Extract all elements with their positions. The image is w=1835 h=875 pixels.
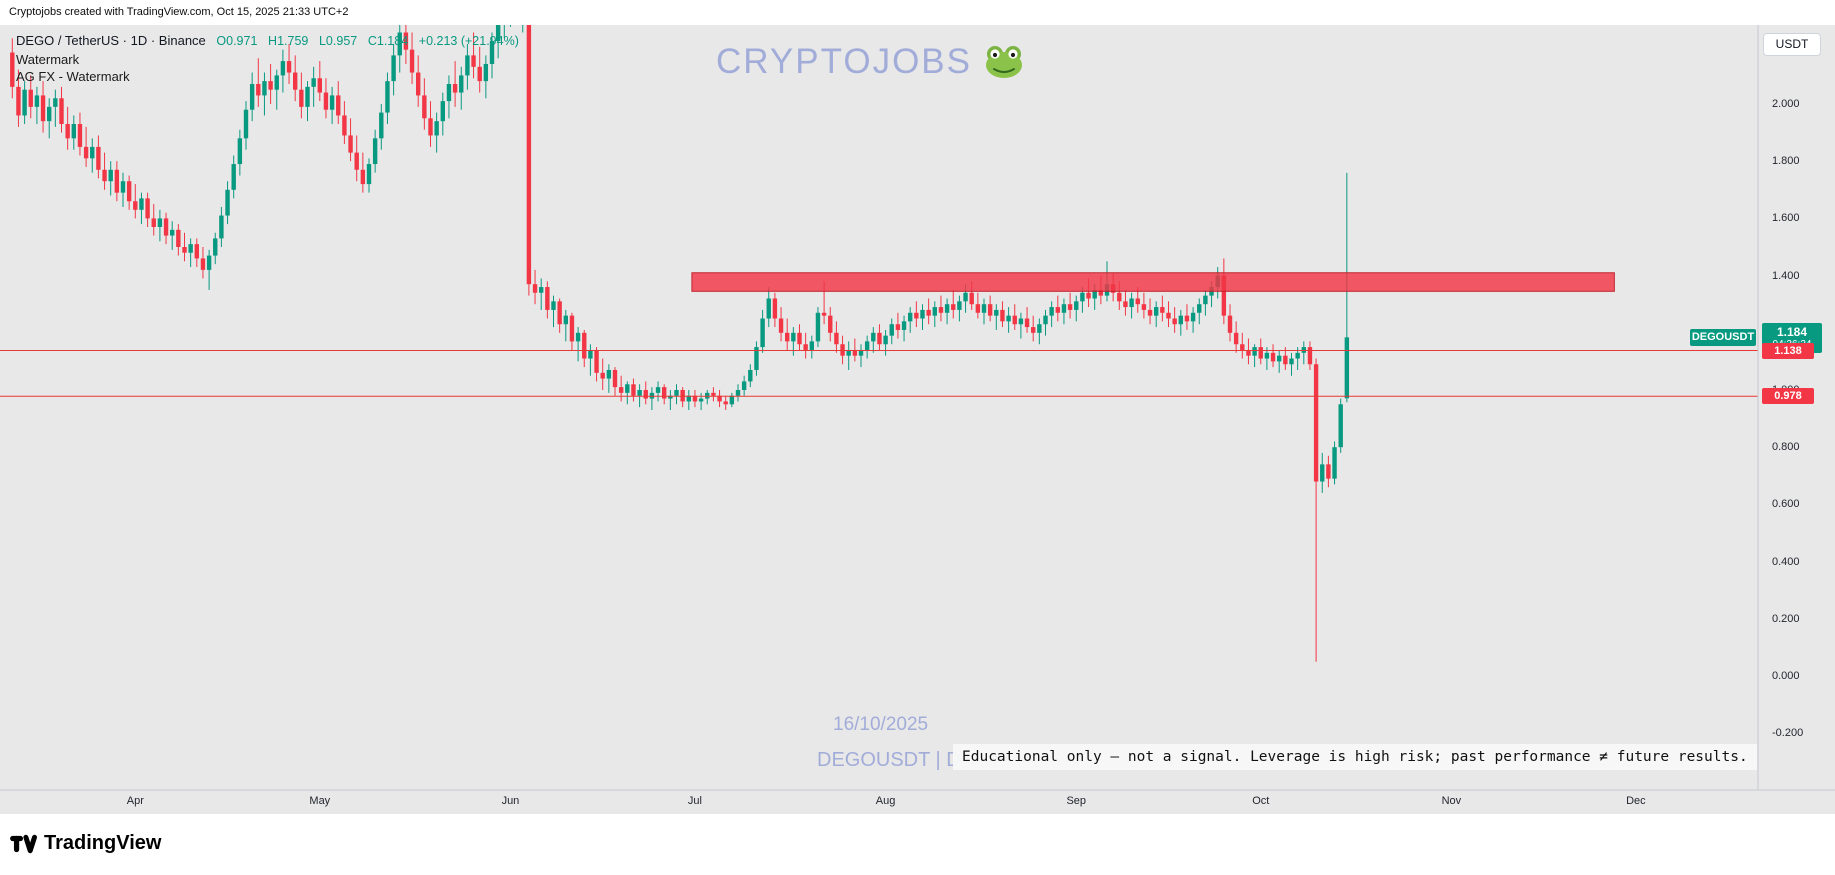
legend-symbol: DEGO / TetherUS · 1D · Binance <box>16 33 206 48</box>
level-badge-0978: 0.978 <box>1762 388 1814 405</box>
frog-emoji-icon <box>986 46 1022 78</box>
time-axis-label-jul: Jul <box>687 795 702 807</box>
drawing-label-agfx-watermark: AG FX - Watermark <box>16 69 130 84</box>
price-axis-label: 0.600 <box>1772 498 1800 511</box>
price-axis-label: 1.600 <box>1772 212 1800 225</box>
time-axis-label-aug: Aug <box>875 795 896 807</box>
price-axis-label: 1.800 <box>1772 155 1800 168</box>
price-axis-label: 0.000 <box>1772 670 1800 682</box>
screenshot-caption: Cryptojobs created with TradingView.com,… <box>9 6 349 18</box>
date-watermark: 16/10/2025 <box>833 714 929 735</box>
chart-area[interactable] <box>0 25 1835 814</box>
symbol-watermark: DEGOUSDT | D <box>817 749 961 771</box>
drawing-label-watermark: Watermark <box>16 52 80 67</box>
time-axis-label-nov: Nov <box>1441 795 1462 807</box>
legend-low: L0.957 <box>318 34 358 48</box>
time-axis[interactable]: Apr May Jun Jul Aug Sep Oct Nov Dec <box>0 790 1758 814</box>
price-axis-label: 2.000 <box>1772 98 1800 110</box>
screenshot-caption-bar: Cryptojobs created with TradingView.com,… <box>0 0 1835 25</box>
last-price-value: 1.184 <box>1776 325 1808 340</box>
currency-toggle-button[interactable]: USDT <box>1763 33 1821 56</box>
center-watermark: CRYPTOJOBS <box>610 42 1130 82</box>
time-axis-label-dec: Dec <box>1626 795 1646 807</box>
legend-open: O0.971 <box>216 34 258 48</box>
footer-bar: TradingView <box>0 814 1835 875</box>
legend-close: C1.184 <box>367 34 409 48</box>
price-axis-label: 1.400 <box>1772 269 1800 282</box>
center-watermark-text: CRYPTOJOBS <box>716 42 972 81</box>
price-axis-label: 0.800 <box>1772 441 1800 454</box>
chart-legend[interactable]: DEGO / TetherUS · 1D · Binance O0.971 H1… <box>16 33 519 48</box>
time-axis-label-may: May <box>309 795 331 807</box>
price-axis-label: -0.200 <box>1772 727 1804 740</box>
price-axis-label: 0.200 <box>1772 612 1800 625</box>
time-axis-label-apr: Apr <box>126 795 144 807</box>
symbol-price-label: DEGOUSDT <box>1690 329 1756 347</box>
disclaimer-banner: Educational only — not a signal. Leverag… <box>953 744 1757 770</box>
price-axis-label: 0.400 <box>1772 555 1800 568</box>
legend-change: +0.213 (+21.94%) <box>418 34 519 48</box>
tradingview-logo[interactable]: TradingView <box>10 832 161 855</box>
time-axis-label-jun: Jun <box>501 795 520 807</box>
tradingview-logo-icon <box>10 834 37 853</box>
level-badge-1138: 1.138 <box>1762 342 1814 359</box>
price-axis[interactable]: 2.0001.8001.6001.4001.2001.0000.8000.600… <box>1760 0 1835 814</box>
tradingview-logo-text: TradingView <box>44 832 162 854</box>
time-axis-label-sep: Sep <box>1066 795 1087 807</box>
time-axis-label-oct: Oct <box>1252 795 1270 807</box>
legend-high: H1.759 <box>268 34 309 48</box>
